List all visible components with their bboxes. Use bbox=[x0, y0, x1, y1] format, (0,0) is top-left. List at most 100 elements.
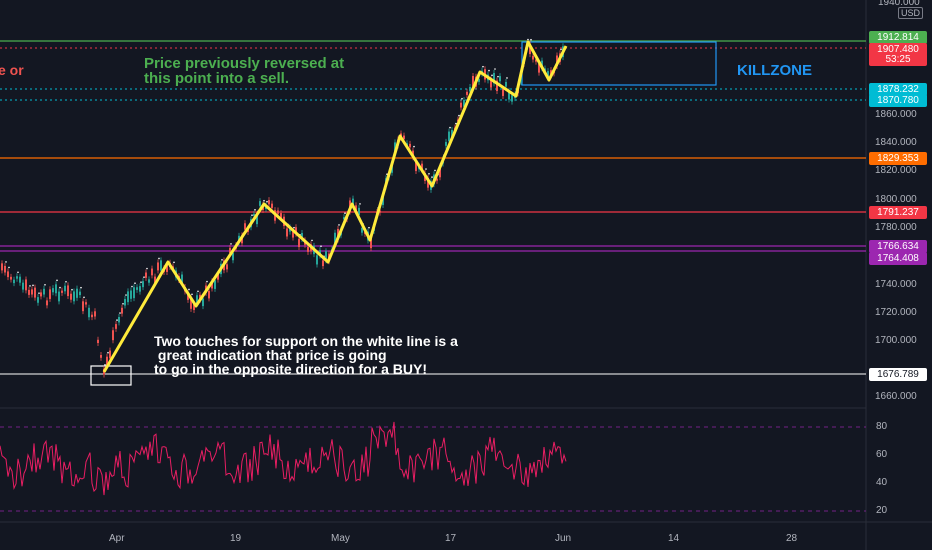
currency-badge[interactable]: USD bbox=[898, 7, 924, 19]
time-tick: 19 bbox=[230, 533, 242, 544]
candle-body bbox=[97, 339, 99, 344]
candle-body bbox=[316, 255, 318, 265]
price-badge-cyan-2[interactable]: 1870.780 bbox=[869, 94, 927, 107]
candle-body bbox=[22, 282, 24, 290]
candle-body bbox=[244, 223, 246, 230]
candle-body bbox=[292, 231, 294, 238]
candle-body bbox=[16, 276, 18, 279]
candle-body bbox=[49, 289, 51, 299]
price-badge-purple-2[interactable]: 1764.408 bbox=[869, 252, 927, 265]
signal-dot bbox=[494, 68, 496, 70]
candle-body bbox=[211, 281, 213, 289]
candle-body bbox=[277, 210, 279, 214]
signal-dot bbox=[83, 296, 85, 299]
candle-body bbox=[76, 288, 78, 298]
candle-body bbox=[256, 215, 258, 225]
price-badge-green[interactable]: 1912.814 bbox=[869, 31, 927, 44]
candle-body bbox=[70, 293, 72, 300]
rsi-line bbox=[0, 421, 567, 496]
candle-body bbox=[91, 314, 93, 318]
current-price-badge[interactable]: 1907.480 bbox=[869, 43, 927, 56]
signal-dot bbox=[146, 267, 148, 270]
price-badge-purple-1[interactable]: 1766.634 bbox=[869, 240, 927, 253]
candle-body bbox=[361, 227, 363, 233]
signal-dot bbox=[266, 200, 268, 203]
signal-dot bbox=[134, 282, 136, 285]
candle-body bbox=[538, 63, 540, 73]
signal-dot bbox=[527, 38, 529, 41]
candle-body bbox=[445, 141, 447, 146]
candle-body bbox=[13, 279, 15, 284]
signal-dot bbox=[497, 75, 499, 78]
candle-body bbox=[40, 292, 42, 297]
signal-dot bbox=[71, 288, 73, 291]
signal-dot bbox=[32, 284, 34, 287]
candle-body bbox=[127, 291, 129, 303]
signal-dot bbox=[191, 293, 193, 296]
candle-body bbox=[166, 264, 168, 272]
candle-body bbox=[322, 260, 324, 267]
zigzag-line[interactable] bbox=[102, 40, 568, 373]
candle-body bbox=[37, 297, 39, 303]
signal-dot bbox=[461, 97, 463, 100]
signal-dot bbox=[107, 351, 109, 354]
candle-body bbox=[55, 284, 57, 294]
price-tick: 1700.000 bbox=[875, 335, 917, 346]
candle-body bbox=[214, 280, 216, 289]
price-badge-orange[interactable]: 1829.353 bbox=[869, 152, 927, 165]
signal-dot bbox=[344, 212, 346, 214]
candle-body bbox=[148, 279, 150, 283]
signal-dot bbox=[359, 203, 361, 205]
candle-body bbox=[58, 291, 60, 302]
candle-body bbox=[28, 289, 30, 295]
candle-body bbox=[19, 276, 21, 283]
candle-body bbox=[94, 311, 96, 317]
rsi-tick: 80 bbox=[876, 421, 888, 432]
signal-dot bbox=[455, 122, 457, 125]
candle-body bbox=[511, 95, 513, 102]
price-badge-white[interactable]: 1676.789 bbox=[869, 368, 927, 381]
time-tick: May bbox=[331, 533, 350, 544]
signal-dot bbox=[263, 199, 265, 202]
price-badge-red[interactable]: 1791.237 bbox=[869, 206, 927, 219]
rsi-tick: 40 bbox=[876, 477, 888, 488]
signal-dot bbox=[482, 65, 484, 68]
signal-dot bbox=[425, 168, 427, 170]
candle-body bbox=[268, 200, 270, 205]
candle-body bbox=[478, 79, 480, 82]
signal-dot bbox=[428, 173, 430, 175]
candle-body bbox=[532, 55, 534, 60]
candle-body bbox=[379, 210, 381, 213]
candle-body bbox=[139, 286, 141, 292]
candle-body bbox=[82, 301, 84, 312]
signal-dot bbox=[122, 302, 124, 305]
price-axis-top-tick: 1940.000 bbox=[878, 0, 920, 8]
candle-body bbox=[25, 279, 27, 291]
candle-body bbox=[1, 263, 3, 271]
signal-dot bbox=[491, 74, 493, 77]
time-tick: Jun bbox=[555, 533, 572, 544]
candle-body bbox=[307, 246, 309, 252]
candle-body bbox=[46, 300, 48, 306]
candle-body bbox=[550, 70, 552, 75]
candle-body bbox=[547, 71, 549, 79]
signal-dot bbox=[5, 261, 7, 263]
candle-body bbox=[31, 289, 33, 295]
signal-dot bbox=[65, 280, 67, 283]
candle-body bbox=[253, 213, 255, 216]
signal-dot bbox=[197, 290, 199, 293]
candle-body bbox=[190, 298, 192, 309]
price-tick: 1720.000 bbox=[875, 307, 917, 318]
price-badge-cyan-1[interactable]: 1878.232 bbox=[869, 83, 927, 96]
candle-body bbox=[154, 276, 156, 284]
price-tick: 1740.000 bbox=[875, 279, 917, 290]
candle-body bbox=[136, 287, 138, 290]
candle-body bbox=[133, 287, 135, 299]
candle-body bbox=[130, 290, 132, 299]
candle-body bbox=[181, 274, 183, 284]
candle-body bbox=[463, 100, 465, 107]
signal-dot bbox=[221, 259, 223, 261]
signal-dot bbox=[119, 312, 121, 314]
support-touch-box[interactable] bbox=[90, 365, 132, 386]
